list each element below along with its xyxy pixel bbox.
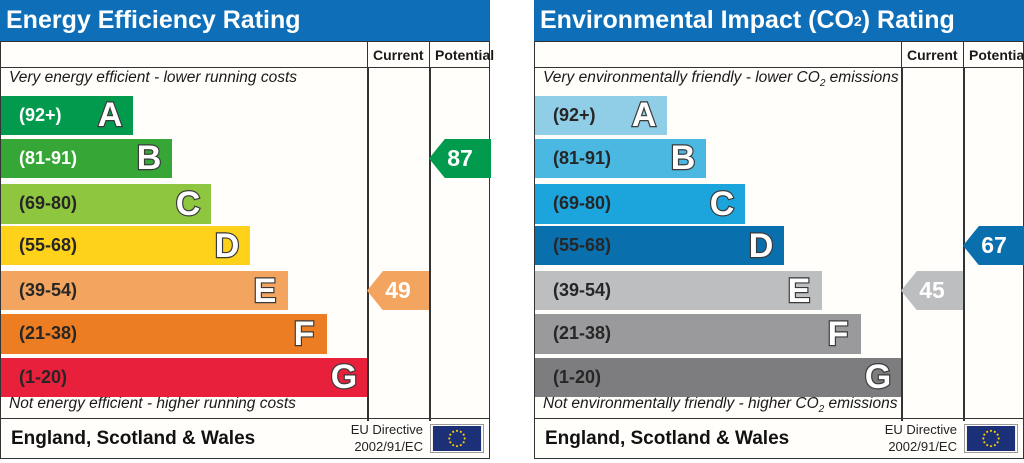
svg-text:G: G: [331, 358, 357, 396]
svg-text:A: A: [98, 96, 123, 134]
svg-text:D: D: [215, 227, 240, 265]
svg-text:G: G: [865, 358, 891, 396]
svg-text:E: E: [254, 272, 277, 310]
svg-text:F: F: [294, 315, 315, 353]
svg-text:D: D: [749, 227, 774, 265]
svg-text:F: F: [828, 315, 849, 353]
svg-text:C: C: [176, 185, 201, 223]
svg-text:C: C: [710, 185, 735, 223]
svg-text:B: B: [137, 139, 162, 177]
svg-text:A: A: [632, 96, 657, 134]
svg-text:E: E: [788, 272, 811, 310]
svg-text:B: B: [671, 139, 696, 177]
